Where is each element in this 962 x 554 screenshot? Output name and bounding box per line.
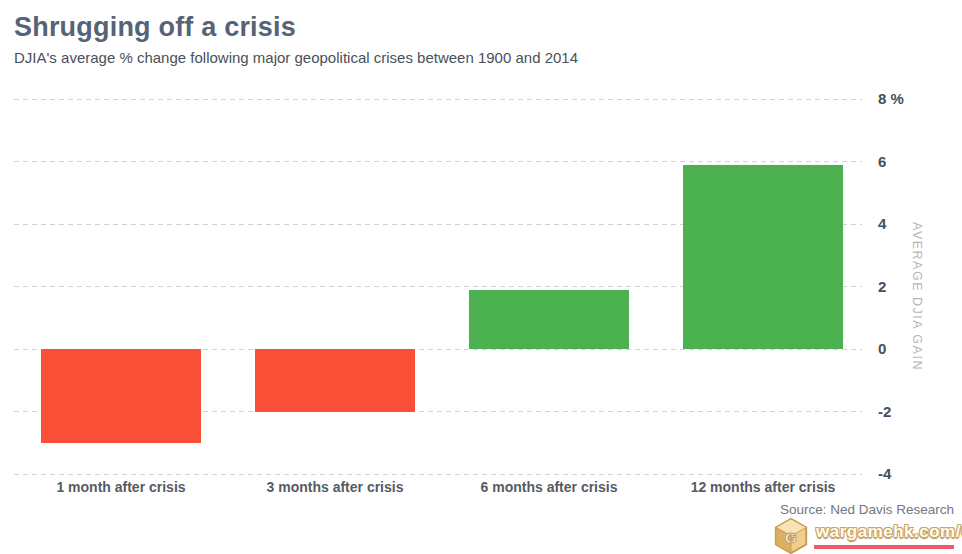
page-subtitle: DJIA's average % change following major … [14,49,578,66]
source-note: Source: Ned Davis Research [780,502,954,517]
x-category-label: 6 months after crisis [439,479,659,495]
svg-text:G: G [785,529,797,546]
y-tick-label: -4 [878,465,948,483]
x-category-label: 1 month after crisis [11,479,231,495]
gridline-y--4 [14,474,862,475]
y-tick-label: -2 [878,403,948,421]
bar-12-months-after-crisis [683,165,843,349]
bar-3-months-after-crisis [255,349,415,412]
bar-6-months-after-crisis [469,290,629,349]
chart-page: Shrugging off a crisis DJIA's average % … [0,0,962,554]
bar-1-month-after-crisis [41,349,201,443]
gridline-y-8 [14,99,862,100]
y-tick-label: 6 [878,153,948,171]
x-category-label: 12 months after crisis [653,479,873,495]
y-tick-label: 8 % [878,90,948,108]
x-category-label: 3 months after crisis [225,479,445,495]
watermark-text: wargamehk.com/CGF [816,522,962,542]
gridline-y-6 [14,161,862,162]
hexagon-logo-icon: G [772,517,810,554]
y-axis-title: AVERAGE DJIA GAIN [910,222,924,362]
watermark-underline [814,545,954,549]
page-title: Shrugging off a crisis [14,12,296,43]
watermark[interactable]: G wargamehk.com/CGF [772,516,958,554]
bar-chart-plot-area: 8 %6420-2-4 [14,99,862,474]
